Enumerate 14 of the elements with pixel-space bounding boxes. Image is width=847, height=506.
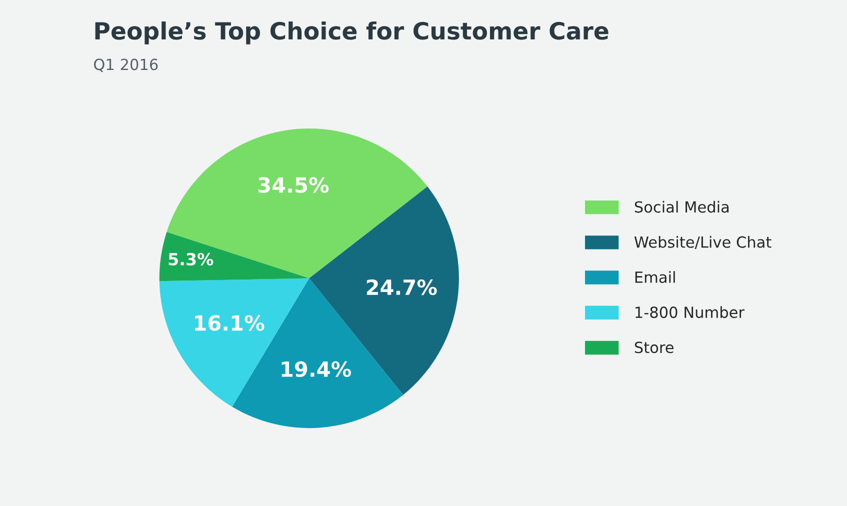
data-label: 5.3% xyxy=(168,252,214,266)
data-label: 19.4% xyxy=(282,361,352,377)
pie-slice xyxy=(159,232,310,282)
legend-label: Website/Live Chat xyxy=(634,236,772,250)
legend-label: 1-800 Number xyxy=(636,306,745,318)
legend-label: Email xyxy=(635,271,675,283)
chart-title: People’s Top Choice for Customer Care xyxy=(95,21,608,44)
legend-label: Store xyxy=(634,342,674,354)
legend-label: Social Media xyxy=(634,200,729,213)
chart-subtitle: Q1 2016 xyxy=(94,58,158,72)
data-label: 34.5% xyxy=(258,177,329,193)
data-label: 24.7% xyxy=(366,279,437,296)
data-label: 16.1% xyxy=(194,315,264,331)
pie-slice xyxy=(166,128,428,278)
